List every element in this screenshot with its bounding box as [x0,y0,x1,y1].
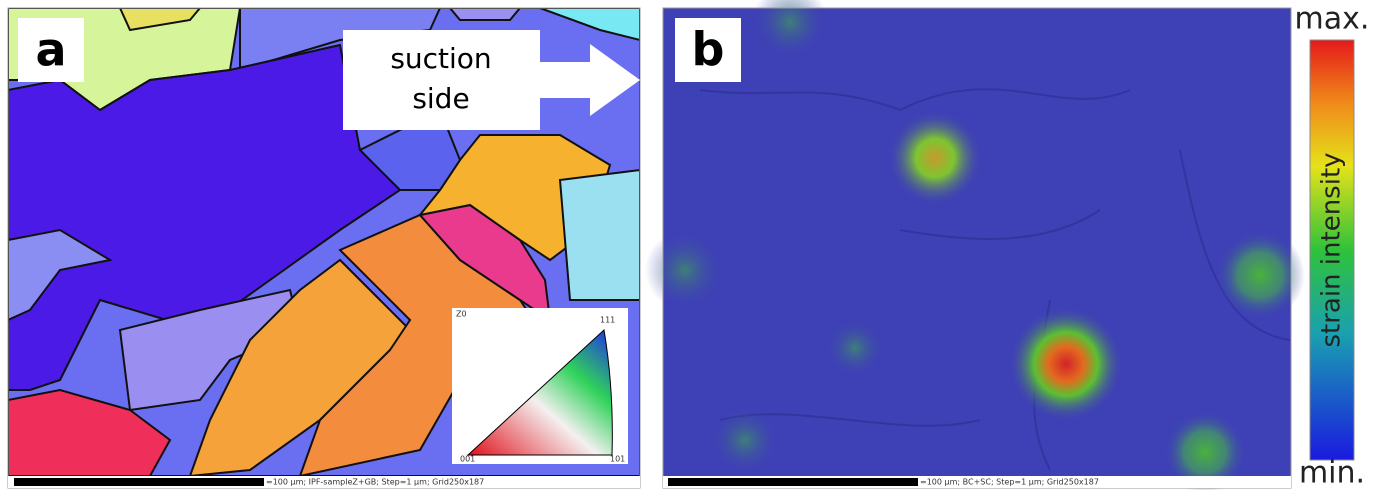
grain [450,8,520,20]
legend-label: 001 [460,455,475,464]
scale-text: =100 µm; IPF-sampleZ+GB; Step=1 µm; Grid… [266,478,484,487]
map-background [663,8,1291,476]
scale-bar [668,478,918,486]
strain-spot [825,318,885,378]
arrow-text: side [412,82,469,115]
colorbar-title: strain intensity [1317,152,1347,347]
legend-label: Z0 [456,310,467,319]
figure: a suction side Z0 111 001 101 =100 µm; I… [0,0,1396,490]
strain-spot [710,405,780,475]
panel-label: a [35,23,66,77]
panel-label: b [692,23,725,77]
scale-bar [14,478,264,486]
arrow-text: suction [390,42,491,75]
strain-spot [645,230,725,310]
scale-text: =100 µm; BC+SC; Step=1 µm; Grid250x187 [920,478,1099,487]
grain [560,170,640,300]
colorbar-max: max. [1295,2,1370,37]
legend-label: 101 [610,455,625,464]
legend-label: 111 [600,316,615,325]
strain-spot [1008,306,1124,422]
colorbar-min: min. [1299,456,1365,491]
strain-spot [887,110,983,206]
strain-map [645,0,1305,490]
